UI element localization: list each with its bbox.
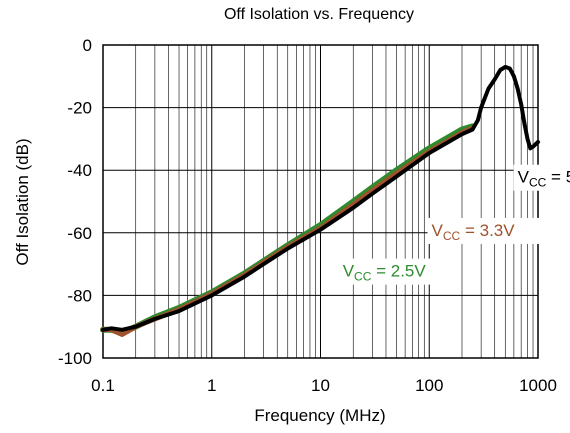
x-tick-label: 1 (207, 376, 216, 395)
annotation-vcc-3-3: VCC = 3.3V (432, 221, 516, 243)
annotation-bg (513, 164, 570, 191)
x-tick-labels: 0.1 1 10 100 1000 (91, 376, 557, 395)
y-axis-label: Off Isolation (dB) (13, 138, 32, 265)
x-tick-label: 10 (311, 376, 330, 395)
annotation-bg (427, 217, 542, 244)
x-tick-label: 1000 (519, 376, 557, 395)
x-axis-label: Frequency (MHz) (254, 406, 385, 425)
y-tick-label: -40 (67, 161, 92, 180)
annotation-vcc-2-5: VCC = 2.5V (343, 262, 427, 284)
y-tick-label: -20 (67, 99, 92, 118)
x-tick-label: 100 (415, 376, 443, 395)
y-tick-label: -100 (58, 349, 92, 368)
y-tick-label: -80 (67, 286, 92, 305)
chart-title: Off Isolation vs. Frequency (224, 6, 414, 23)
series-layer (100, 64, 540, 337)
x-tick-label: 0.1 (91, 376, 115, 395)
series-line-vcc-5 (101, 64, 540, 332)
annotation-vcc-5: VCC = 5V (518, 168, 570, 190)
y-tick-label: 0 (83, 36, 92, 55)
y-tick-label: -60 (67, 224, 92, 243)
y-tick-labels: 0 -20 -40 -60 -80 -100 (58, 36, 92, 368)
grid (102, 44, 538, 359)
annotation-bg (338, 258, 453, 285)
plot-frame (102, 44, 539, 359)
